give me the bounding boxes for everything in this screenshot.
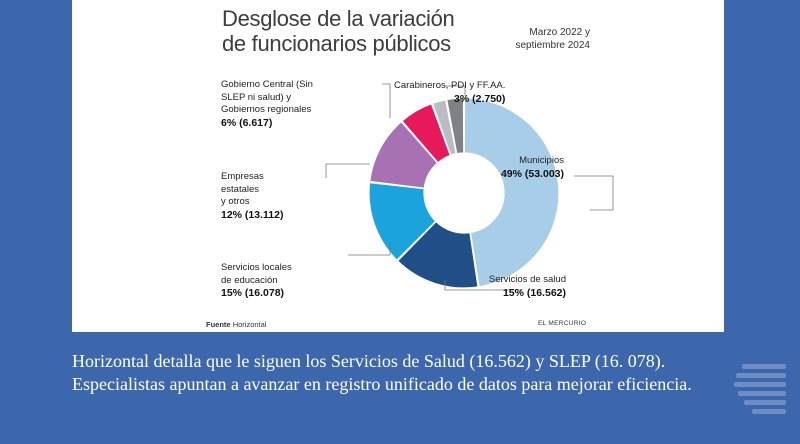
source-label: Fuente bbox=[206, 320, 231, 329]
donut-slice-2 bbox=[396, 220, 479, 289]
donut-chart bbox=[325, 83, 614, 291]
leader-empresas bbox=[325, 163, 370, 178]
donut-slices bbox=[368, 97, 560, 289]
subtitle-line-1: Marzo 2022 y bbox=[529, 27, 590, 38]
source-value: Horizontal bbox=[232, 320, 267, 329]
label-educacion: Servicios locales de educación 15% (16.0… bbox=[221, 262, 292, 300]
label-educacion-name-2: de educación bbox=[221, 274, 278, 286]
label-salud-name: Servicios de salud bbox=[488, 274, 566, 285]
label-gobierno-name-3: Gobiernos regionales bbox=[221, 104, 312, 115]
donut-slice-1 bbox=[463, 97, 560, 288]
brand-mark: EL MERCURIO bbox=[538, 320, 587, 327]
label-gobierno-name-2: SLEP ni salud) y bbox=[221, 91, 292, 103]
label-municipios-name: Municipios bbox=[519, 155, 564, 166]
leader-gobierno bbox=[382, 83, 391, 118]
label-educacion-name-1: Servicios locales bbox=[221, 262, 292, 273]
label-municipios: Municipios 49% (53.003) bbox=[492, 155, 564, 180]
label-carabineros: Carabineros, PDI y FF.AA. 3% (2.750) bbox=[394, 80, 505, 105]
label-carabineros-value: 3% (2.750) bbox=[454, 92, 506, 105]
watermark-logo-icon bbox=[734, 364, 786, 414]
donut-slice-3 bbox=[368, 181, 437, 262]
label-empresas-value: 12% (13.112) bbox=[221, 208, 284, 221]
leader-carabineros bbox=[444, 85, 466, 96]
leader-salud bbox=[444, 280, 522, 291]
donut-slice-extra bbox=[446, 97, 465, 155]
label-educacion-value: 15% (16.078) bbox=[221, 287, 285, 299]
caption-text: Horizontal detalla que le siguen los Ser… bbox=[72, 351, 692, 394]
label-salud: Servicios de salud 15% (16.562) bbox=[454, 274, 566, 299]
label-empresas-name-3: y otros bbox=[221, 196, 250, 207]
leader-municipios bbox=[574, 175, 614, 211]
label-municipios-value: 49% (53.003) bbox=[500, 167, 564, 180]
leader-lines bbox=[325, 83, 614, 291]
label-gobierno-value: 6% (6.617) bbox=[221, 116, 273, 129]
label-carabineros-name: Carabineros, PDI y FF.AA. bbox=[394, 80, 506, 91]
subtitle-line-2: septiembre 2024 bbox=[515, 40, 591, 51]
chart-title: Desglose de la variación de funcionarios… bbox=[222, 6, 455, 56]
donut-slice-4 bbox=[369, 120, 439, 189]
label-empresas-name-2: estatales bbox=[221, 183, 260, 195]
donut-slice-5 bbox=[401, 102, 452, 164]
chart-subtitle: Marzo 2022 y septiembre 2024 bbox=[490, 26, 591, 52]
label-salud-value: 15% (16.562) bbox=[502, 286, 566, 299]
label-gobierno: Gobierno Central (Sin SLEP ni salud) y G… bbox=[221, 79, 313, 129]
label-empresas: Empresas estatales y otros 12% (13.112) bbox=[221, 171, 283, 221]
label-empresas-name-1: Empresas bbox=[221, 171, 264, 182]
source-note: Fuente Horizontal bbox=[206, 320, 266, 329]
infographic-card: Desglose de la variación de funcionarios… bbox=[72, 0, 724, 332]
label-gobierno-name-1: Gobierno Central (Sin bbox=[221, 79, 313, 90]
leader-educacion bbox=[348, 242, 391, 256]
